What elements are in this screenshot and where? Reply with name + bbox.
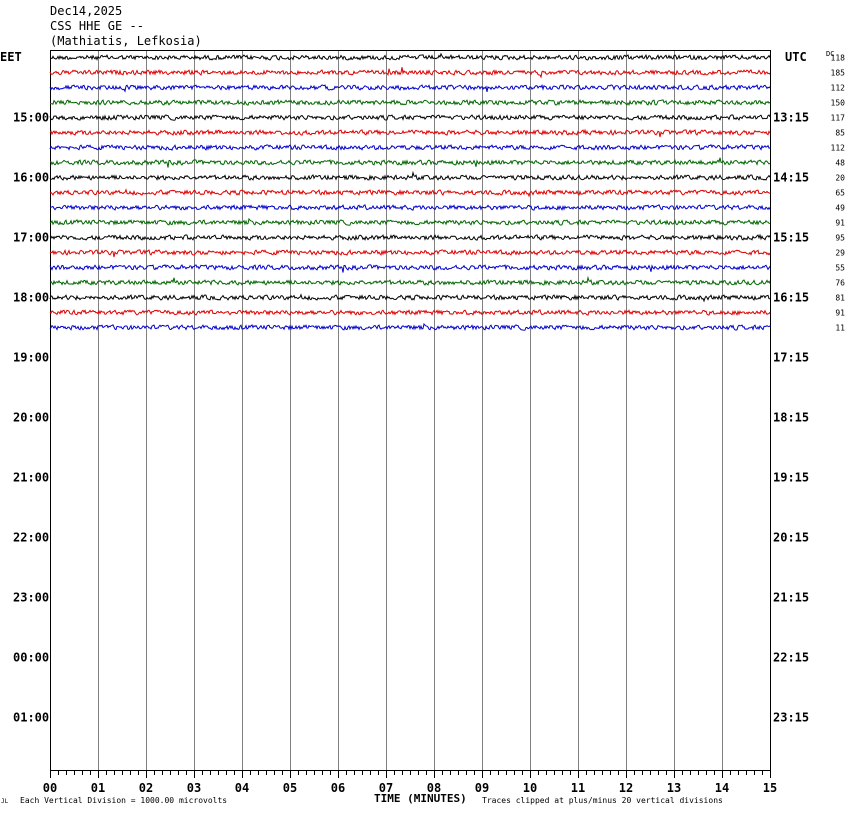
x-tick-label: 04	[235, 781, 249, 795]
x-tick-label: 08	[427, 781, 441, 795]
right-hour-label: 21:15	[773, 591, 809, 605]
dc-offset-value: 49	[835, 204, 845, 213]
x-tick-label: 07	[379, 781, 393, 795]
x-tick-label: 13	[667, 781, 681, 795]
dc-offset-header: DC	[826, 50, 835, 58]
trace-row-19	[49, 322, 771, 331]
dc-offset-value: 81	[835, 294, 845, 303]
trace-row-4	[49, 99, 771, 106]
station-location: (Mathiatis, Lefkosia)	[50, 34, 202, 48]
dc-offset-value: 95	[835, 234, 845, 243]
station-code: CSS HHE GE --	[50, 19, 144, 33]
x-tick-label: 05	[283, 781, 297, 795]
x-tick-label: 03	[187, 781, 201, 795]
dc-offset-value: 55	[835, 264, 845, 273]
x-tick-label: 11	[571, 781, 585, 795]
dc-offset-value: 48	[835, 159, 845, 168]
dc-offset-value: 91	[835, 219, 845, 228]
dc-offset-value: 91	[835, 309, 845, 318]
x-tick-label: 09	[475, 781, 489, 795]
x-tick-label: 15	[763, 781, 777, 795]
trace-row-1	[49, 52, 771, 61]
plot-frame	[50, 50, 771, 771]
trace-row-3	[49, 84, 771, 93]
seismic-traces	[49, 52, 771, 331]
trace-row-16	[49, 275, 771, 286]
corner-mark: JL	[1, 798, 9, 805]
trace-row-5	[49, 114, 771, 121]
x-tick-label: 12	[619, 781, 633, 795]
x-tick-label: 02	[139, 781, 153, 795]
x-tick-label: 06	[331, 781, 345, 795]
dc-offset-value: 150	[831, 99, 846, 108]
trace-row-10	[49, 188, 771, 198]
trace-row-8	[49, 157, 771, 168]
right-hour-label: 19:15	[773, 471, 809, 485]
right-hour-label: 14:15	[773, 171, 809, 185]
x-axis: 00 01 02 03 04 05 06 07 08 09 10 11 12 13 14 15	[43, 770, 777, 795]
right-hour-label: 15:15	[773, 231, 809, 245]
dc-offset-value: 76	[835, 279, 845, 288]
trace-row-17	[49, 293, 771, 303]
right-timezone-label: UTC	[785, 50, 807, 64]
left-hour-label: 00:00	[13, 651, 49, 665]
x-tick-label: 00	[43, 781, 57, 795]
dc-offset-value: 29	[835, 249, 845, 258]
x-tick-label: 01	[91, 781, 105, 795]
trace-row-7	[49, 144, 771, 151]
trace-row-12	[49, 217, 771, 226]
dc-offset-value: 185	[831, 69, 846, 78]
trace-row-15	[49, 264, 771, 273]
trace-row-2	[49, 67, 771, 79]
dc-offset-value: 65	[835, 189, 845, 198]
right-hour-label: 20:15	[773, 531, 809, 545]
left-hour-label: 18:00	[13, 291, 49, 305]
time-labels: 15:00 16:00 17:00 18:00 19:00 20:00 21:00 22:00…	[13, 111, 809, 725]
x-tick-label: 14	[715, 781, 729, 795]
dc-offset-value: 117	[831, 114, 846, 123]
left-hour-label: 21:00	[13, 471, 49, 485]
left-hour-label: 01:00	[13, 711, 49, 725]
dc-offset-value: 112	[831, 144, 846, 153]
left-hour-label: 23:00	[13, 591, 49, 605]
right-hour-label: 23:15	[773, 711, 809, 725]
trace-row-18	[49, 309, 771, 316]
left-hour-label: 17:00	[13, 231, 49, 245]
x-axis-title: TIME (MINUTES)	[374, 792, 467, 805]
minute-gridlines	[98, 50, 723, 770]
left-hour-label: 20:00	[13, 411, 49, 425]
dc-offset-value: 85	[835, 129, 845, 138]
dc-offset-value: 112	[831, 84, 846, 93]
trace-row-11	[49, 204, 771, 211]
left-hour-label: 15:00	[13, 111, 49, 125]
right-hour-label: 13:15	[773, 111, 809, 125]
dc-offset-values: 118 185 112 150 117 85 112 48 20 65 49 91 95 29 55 76 81…	[831, 54, 846, 333]
dc-offset-value: 11	[835, 324, 845, 333]
dc-offset-value: 20	[835, 174, 845, 183]
clip-note: Traces clipped at plus/minus 20 vertical…	[482, 796, 723, 805]
left-hour-label: 16:00	[13, 171, 49, 185]
trace-row-13	[49, 233, 771, 241]
x-tick-label: 10	[523, 781, 537, 795]
chart-date: Dec14,2025	[50, 4, 123, 18]
trace-row-9	[49, 170, 771, 181]
right-hour-label: 16:15	[773, 291, 809, 305]
right-hour-label: 18:15	[773, 411, 809, 425]
left-hour-label: 22:00	[13, 531, 49, 545]
right-hour-label: 22:15	[773, 651, 809, 665]
dc-offset-value: 118	[831, 54, 846, 63]
left-hour-label: 19:00	[13, 351, 49, 365]
right-hour-label: 17:15	[773, 351, 809, 365]
trace-row-14	[49, 249, 771, 258]
left-timezone-label: EET	[0, 50, 22, 64]
division-note: Each Vertical Division = 1000.00 microvo…	[20, 796, 228, 805]
trace-row-6	[49, 128, 771, 138]
